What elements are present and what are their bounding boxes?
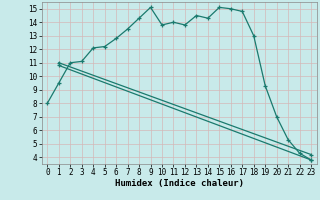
X-axis label: Humidex (Indice chaleur): Humidex (Indice chaleur): [115, 179, 244, 188]
